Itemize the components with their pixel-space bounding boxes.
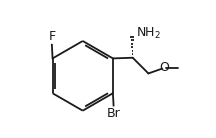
Text: Br: Br — [107, 107, 121, 120]
Text: F: F — [48, 30, 56, 43]
Text: NH$_2$: NH$_2$ — [136, 26, 161, 41]
Text: O: O — [159, 61, 169, 74]
